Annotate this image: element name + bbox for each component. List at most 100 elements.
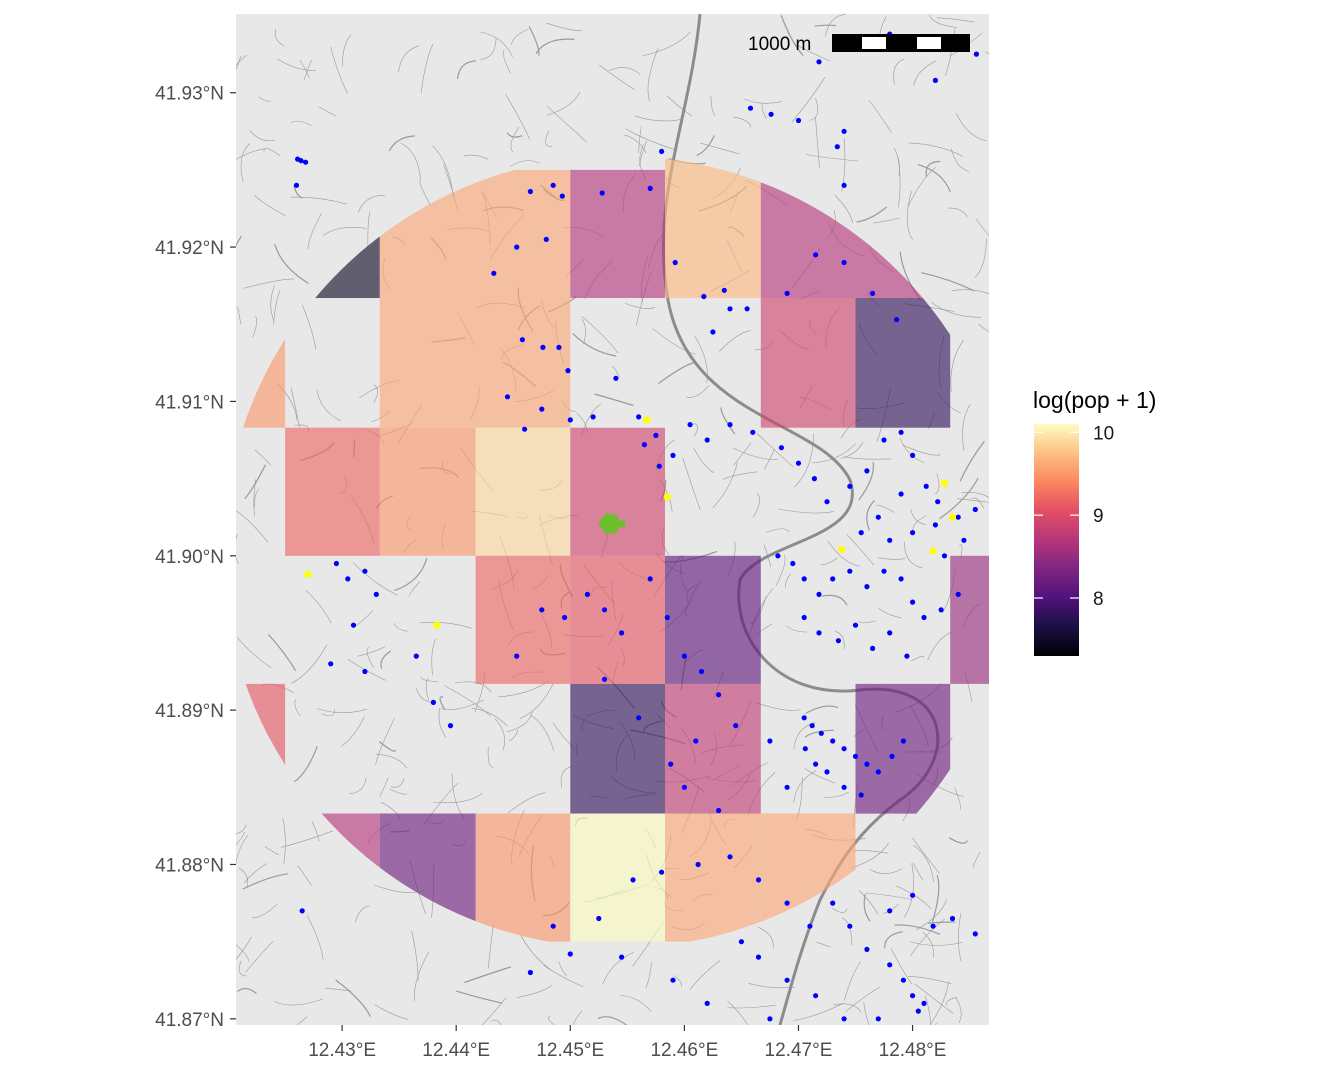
poi-point: [941, 553, 948, 559]
street-line: [791, 77, 826, 123]
street-line: [560, 766, 573, 788]
street-line: [858, 462, 875, 501]
street-line: [825, 14, 846, 37]
poi-point: [670, 977, 676, 983]
street-line: [355, 905, 370, 923]
street-line: [305, 589, 332, 624]
street-line: [897, 156, 901, 208]
poi-point: [687, 422, 693, 428]
street-line: [910, 918, 946, 956]
street-line: [893, 58, 905, 85]
street-line: [251, 903, 278, 919]
street-line: [682, 457, 701, 511]
poi-point: [601, 676, 608, 682]
y-axis: 41.93°N 41.92°N 41.91°N 41.90°N 41.89°N 41.88…: [155, 84, 236, 1031]
legend-colorbar: [1034, 424, 1079, 656]
street-line: [471, 708, 508, 727]
street-line: [913, 862, 924, 881]
street-line: [529, 714, 555, 752]
street-line: [939, 477, 979, 520]
poi-point: [841, 128, 847, 134]
street-line: [712, 461, 738, 508]
street-line: [456, 990, 503, 1004]
poi-point: [801, 614, 807, 621]
poi-point: [972, 506, 978, 513]
poi-point: [636, 414, 642, 420]
street-line: [301, 304, 317, 350]
poi-point: [921, 1000, 927, 1007]
grid-cell: [855, 298, 951, 428]
street-line: [863, 1002, 870, 1025]
street-line: [316, 708, 367, 714]
street-line: [414, 951, 430, 1002]
street-line: [856, 206, 887, 223]
street-line: [558, 961, 568, 977]
poi-point: [413, 653, 419, 659]
street-line: [341, 716, 365, 747]
street-line: [242, 873, 288, 890]
street-line: [547, 1016, 555, 1025]
street-line: [844, 961, 861, 1001]
highlight-point: [663, 493, 671, 501]
street-line: [804, 729, 834, 738]
poi-point: [813, 761, 819, 767]
poi-point: [921, 614, 927, 621]
street-line: [834, 631, 845, 649]
street-line: [379, 777, 389, 797]
poi-point: [698, 668, 705, 675]
street-line: [809, 97, 819, 121]
street-line: [602, 951, 634, 984]
poi-point: [556, 344, 562, 350]
grid-cell: [475, 169, 571, 298]
street-line: [894, 924, 941, 935]
street-line: [756, 433, 794, 468]
poi-point: [664, 614, 670, 621]
poi-point: [727, 306, 733, 312]
street-line: [507, 792, 546, 814]
street-line: [827, 540, 860, 567]
poi-point: [744, 306, 750, 312]
poi-point: [807, 923, 813, 929]
street-line: [258, 96, 272, 102]
poi-point: [834, 144, 840, 150]
y-tick-label: 41.87°N: [155, 1010, 224, 1031]
street-line: [804, 768, 836, 784]
poi-point: [659, 869, 665, 875]
poi-point: [641, 442, 648, 448]
street-line: [732, 447, 779, 460]
poi-point: [567, 951, 573, 957]
poi-point: [447, 723, 454, 729]
poi-point: [802, 746, 808, 752]
poi-point: [910, 599, 916, 605]
street-line: [652, 328, 696, 355]
street-line: [507, 711, 533, 733]
poi-point: [738, 939, 745, 945]
poi-point: [809, 723, 815, 729]
street-line: [303, 59, 312, 81]
poi-point: [887, 630, 893, 636]
poi-point: [904, 653, 910, 659]
street-line: [945, 28, 956, 76]
street-line: [236, 637, 272, 669]
poi-point: [795, 117, 802, 124]
street-line: [249, 130, 275, 142]
poi-point: [875, 1016, 881, 1022]
poi-point: [362, 668, 368, 675]
poi-point: [350, 622, 357, 628]
street-line: [957, 498, 989, 503]
poi-point: [816, 630, 822, 636]
street-line: [419, 181, 431, 206]
street-line: [912, 844, 934, 883]
street-line: [236, 824, 247, 835]
street-line: [761, 103, 767, 119]
street-line: [904, 541, 923, 569]
street-line: [594, 393, 634, 407]
poi-point: [630, 877, 636, 883]
grid-cell: [760, 298, 856, 428]
poi-point: [830, 576, 836, 582]
grid-cell: [665, 169, 761, 298]
poi-point: [701, 293, 707, 300]
poi-point: [830, 738, 836, 744]
street-line: [696, 135, 715, 157]
poi-point: [864, 761, 870, 767]
